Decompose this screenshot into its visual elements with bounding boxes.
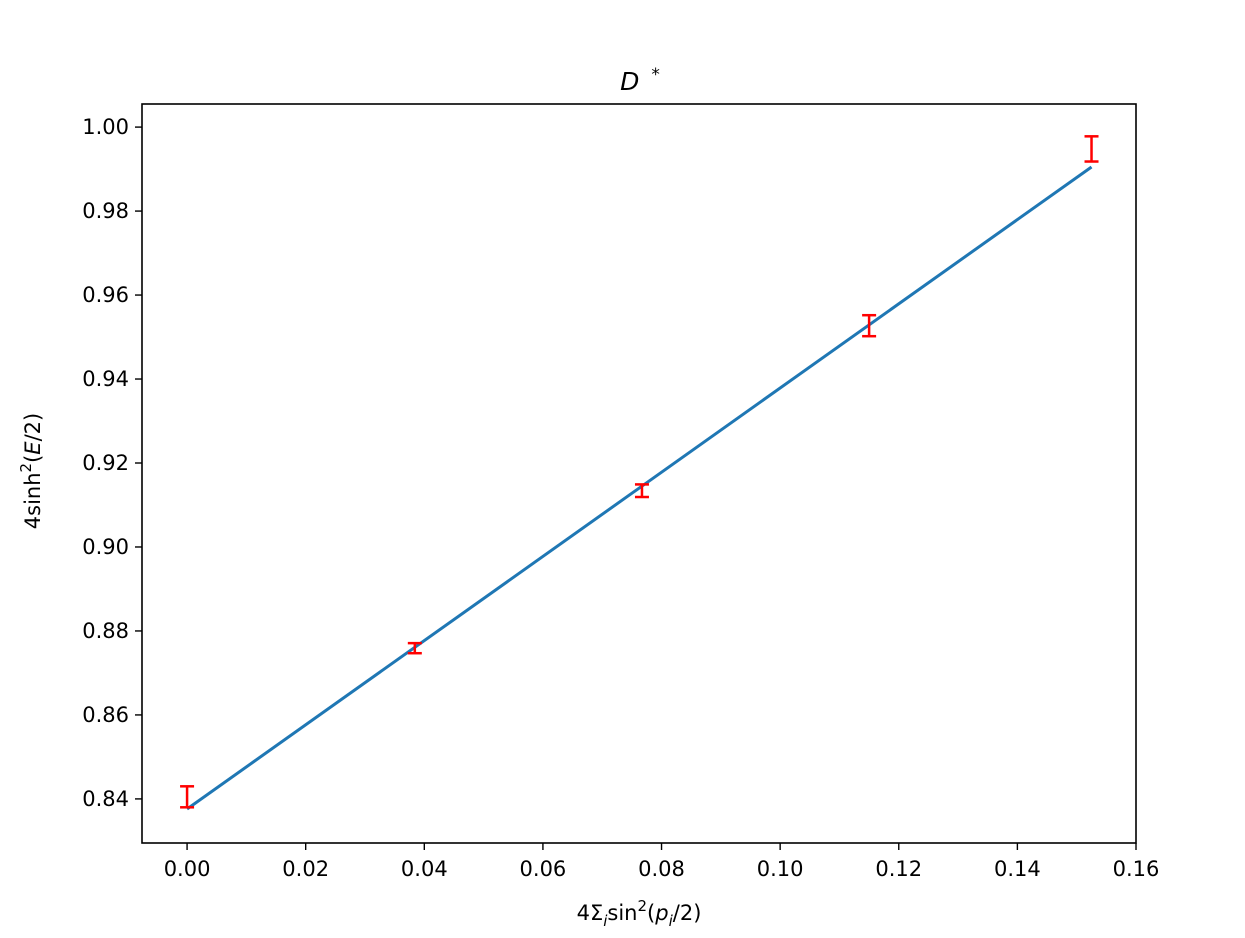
chart-title: D * xyxy=(620,65,660,96)
errorbar-point xyxy=(180,785,195,809)
x-tick-label: 0.10 xyxy=(757,857,804,881)
x-tick-label: 0.00 xyxy=(164,857,211,881)
x-tick-label: 0.16 xyxy=(1113,857,1160,881)
x-tick-label: 0.12 xyxy=(875,857,922,881)
fit-line xyxy=(186,165,1093,811)
x-tick-label: 0.06 xyxy=(520,857,567,881)
errorbar-point xyxy=(862,313,877,338)
y-tick-label: 0.84 xyxy=(82,787,129,811)
y-tick-label: 0.94 xyxy=(82,367,129,391)
y-tick-label: 0.86 xyxy=(82,703,129,727)
y-tick-label: 0.88 xyxy=(82,619,129,643)
x-axis-label: 4Σisin2(pi/2) xyxy=(577,897,702,930)
errorbar-point xyxy=(1084,135,1099,163)
errorbar-point xyxy=(407,641,422,655)
errorbar-point xyxy=(634,483,649,499)
y-tick-label: 1.00 xyxy=(82,115,129,139)
chart-title-superscript: * xyxy=(651,65,660,85)
x-tick-label: 0.08 xyxy=(638,857,685,881)
y-tick-label: 0.90 xyxy=(82,535,129,559)
y-axis-label: 4sinh2(E/2) xyxy=(17,413,45,529)
x-axis: 0.00 0.02 0.04 0.06 0.08 0.10 0.12 0.14 0.16 xyxy=(164,843,1160,881)
y-tick-label: 0.98 xyxy=(82,199,129,223)
x-tick-label: 0.14 xyxy=(994,857,1041,881)
x-tick-label: 0.02 xyxy=(282,857,329,881)
fit-line-group xyxy=(186,165,1093,811)
y-axis: 0.84 0.86 0.88 0.90 0.92 0.94 0.96 0.98 1.00 xyxy=(82,115,142,811)
y-tick-label: 0.96 xyxy=(82,283,129,307)
y-tick-label: 0.92 xyxy=(82,451,129,475)
errorbar-group xyxy=(180,135,1099,809)
chart-title-main: D xyxy=(620,67,639,96)
plot-frame xyxy=(141,103,1137,844)
x-tick-label: 0.04 xyxy=(401,857,448,881)
plot-area xyxy=(141,103,1137,844)
